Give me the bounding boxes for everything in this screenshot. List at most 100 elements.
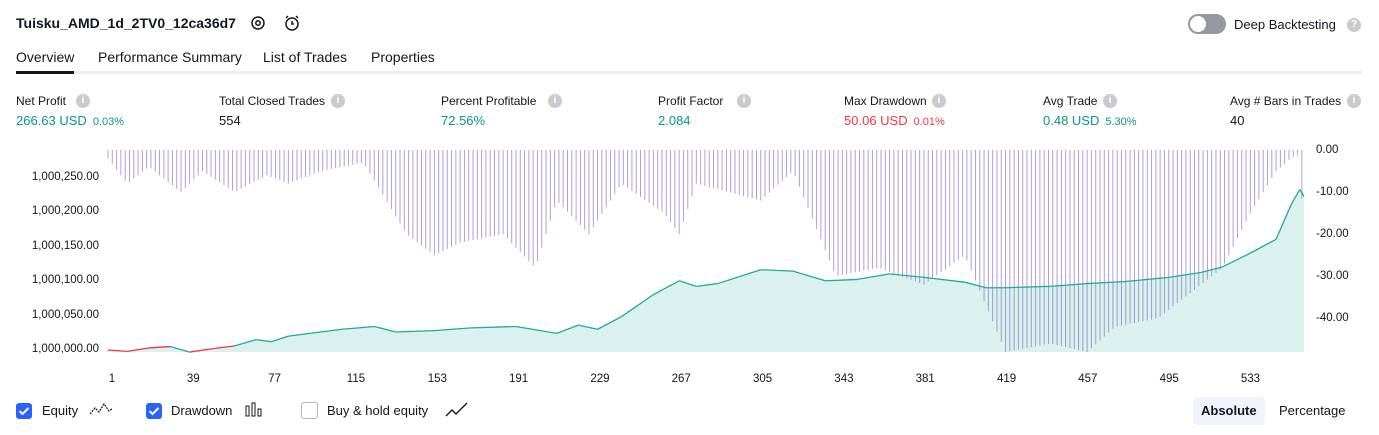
x-axis-tick-label: 381 xyxy=(915,373,935,385)
equity-line-segment xyxy=(678,280,697,287)
info-icon[interactable]: i xyxy=(548,94,562,108)
drawdown-checkbox[interactable] xyxy=(146,403,162,419)
equity-line-segment xyxy=(578,324,598,330)
settings-icon[interactable] xyxy=(249,14,267,37)
metric-label: Total Closed Trades xyxy=(219,94,326,108)
toggle-knob xyxy=(1190,16,1206,32)
equity-line-segment xyxy=(309,328,343,335)
equity-line-segment xyxy=(470,325,516,329)
equity-line-segment xyxy=(620,294,654,318)
drawdown-axis-tick-label: -30.00 xyxy=(1316,270,1349,282)
metric-label: Max Drawdown xyxy=(844,94,927,108)
info-icon[interactable]: i xyxy=(737,94,751,108)
absolute-button[interactable]: Absolute xyxy=(1193,397,1265,425)
metric-value: 266.63 USD 0.03% xyxy=(16,113,124,128)
x-axis-tick-label: 305 xyxy=(752,373,773,385)
metric-value-percent: 0.03% xyxy=(92,116,125,128)
metric-value-percent: 0.01% xyxy=(913,116,945,128)
equity-line-segment xyxy=(288,332,310,337)
help-icon[interactable]: ? xyxy=(1347,18,1361,32)
metric-value-main: 266.63 USD xyxy=(16,113,87,128)
equity-line-segment xyxy=(1125,276,1169,283)
info-icon[interactable]: i xyxy=(932,94,946,108)
drawdown-label: Drawdown xyxy=(171,403,233,418)
x-axis-tick-label: 153 xyxy=(427,373,447,385)
metric-value-main: 554 xyxy=(219,113,241,128)
equity-line-segment xyxy=(1168,271,1202,278)
equity-line-segment xyxy=(889,273,925,278)
buy-hold-line-icon xyxy=(445,401,469,424)
add-alert-icon[interactable] xyxy=(283,14,301,37)
metric-value-main: 2.084 xyxy=(658,113,691,128)
equity-line-segment xyxy=(395,329,435,333)
tab-performance-summary[interactable]: Performance Summary xyxy=(98,49,242,65)
metric-value-main: 72.56% xyxy=(441,113,486,128)
buy-hold-checkbox[interactable] xyxy=(301,402,318,419)
drawdown-axis-tick-label: -40.00 xyxy=(1316,312,1349,324)
metric-value-main: 50.06 USD xyxy=(844,113,908,128)
equity-line-segment xyxy=(1050,282,1088,287)
equity-checkbox[interactable] xyxy=(16,403,32,419)
y-axis-tick-label: 1,000,100.00 xyxy=(31,274,99,286)
equity-line-segment xyxy=(1275,204,1292,240)
x-axis-tick-label: 115 xyxy=(346,373,366,385)
x-axis-tick-label: 1 xyxy=(108,373,116,385)
equity-line-segment xyxy=(1005,285,1051,289)
metric-value: 72.56% xyxy=(441,113,485,128)
metric-label: Avg Trade xyxy=(1043,94,1098,108)
tab-overview[interactable]: Overview xyxy=(16,49,75,65)
metric-label: Percent Profitable xyxy=(441,94,537,108)
metric-value-percent: 5.30% xyxy=(1105,116,1137,128)
x-axis-tick-label: 495 xyxy=(1159,373,1179,385)
equity-line-segment xyxy=(127,347,149,353)
info-icon[interactable]: i xyxy=(1347,94,1361,108)
equity-line-segment xyxy=(696,282,718,287)
equity-line-segment xyxy=(341,325,375,330)
y-axis-tick-label: 1,000,250.00 xyxy=(31,171,99,183)
info-icon[interactable]: i xyxy=(76,94,90,108)
drawdown-axis-tick-label: 0.00 xyxy=(1316,144,1339,156)
percentage-button[interactable]: Percentage xyxy=(1279,403,1346,418)
buy-hold-label: Buy & hold equity xyxy=(327,403,429,418)
equity-line-segment xyxy=(923,276,965,283)
x-axis-tick-label: 267 xyxy=(671,373,691,385)
metric-value-main: 40 xyxy=(1230,113,1245,128)
equity-line-segment xyxy=(792,270,826,282)
equity-line-segment xyxy=(170,345,190,353)
equity-line-segment xyxy=(556,324,579,334)
equity-line-segment xyxy=(597,316,622,330)
equity-line-segment xyxy=(1290,189,1301,205)
x-axis-tick-label: 191 xyxy=(509,373,529,385)
metric-value: 0.48 USD 5.30% xyxy=(1043,113,1137,128)
x-axis-tick-label: 343 xyxy=(834,373,854,385)
strategy-title: Tuisku_AMD_1d_2TV0_12ca36d7 xyxy=(16,15,236,31)
deep-backtesting-label: Deep Backtesting xyxy=(1234,17,1336,32)
equity-line-segment xyxy=(653,280,680,296)
equity-line-segment xyxy=(717,269,761,285)
x-axis-tick-label: 419 xyxy=(996,373,1017,385)
tab-active-indicator xyxy=(16,71,74,74)
y-axis-tick-label: 1,000,200.00 xyxy=(31,205,99,217)
equity-line-segment xyxy=(270,335,289,343)
info-icon[interactable]: i xyxy=(1103,94,1117,108)
equity-line-segment xyxy=(964,281,987,289)
equity-line-segment xyxy=(213,345,235,350)
drawdown-axis-tick-label: -20.00 xyxy=(1316,228,1349,240)
equity-line-segment xyxy=(256,338,272,343)
x-axis-tick-label: 39 xyxy=(186,373,200,385)
equity-line-segment xyxy=(1250,238,1277,254)
equity-line-segment xyxy=(434,327,471,332)
tab-properties[interactable]: Properties xyxy=(371,49,435,65)
equity-line-segment xyxy=(374,325,396,333)
y-axis-tick-label: 1,000,000.00 xyxy=(31,343,99,355)
metric-value: 40 xyxy=(1230,113,1244,128)
equity-line-segment xyxy=(107,349,128,353)
equity-drawdown-chart xyxy=(107,150,1305,353)
equity-line-segment xyxy=(1299,189,1305,197)
x-axis-tick-label: 229 xyxy=(590,373,610,385)
equity-line-icon xyxy=(89,402,113,423)
metric-label: Avg # Bars in Trades xyxy=(1230,94,1342,108)
info-icon[interactable]: i xyxy=(331,94,345,108)
equity-area xyxy=(108,189,1304,353)
tab-list-of-trades[interactable]: List of Trades xyxy=(263,49,348,65)
